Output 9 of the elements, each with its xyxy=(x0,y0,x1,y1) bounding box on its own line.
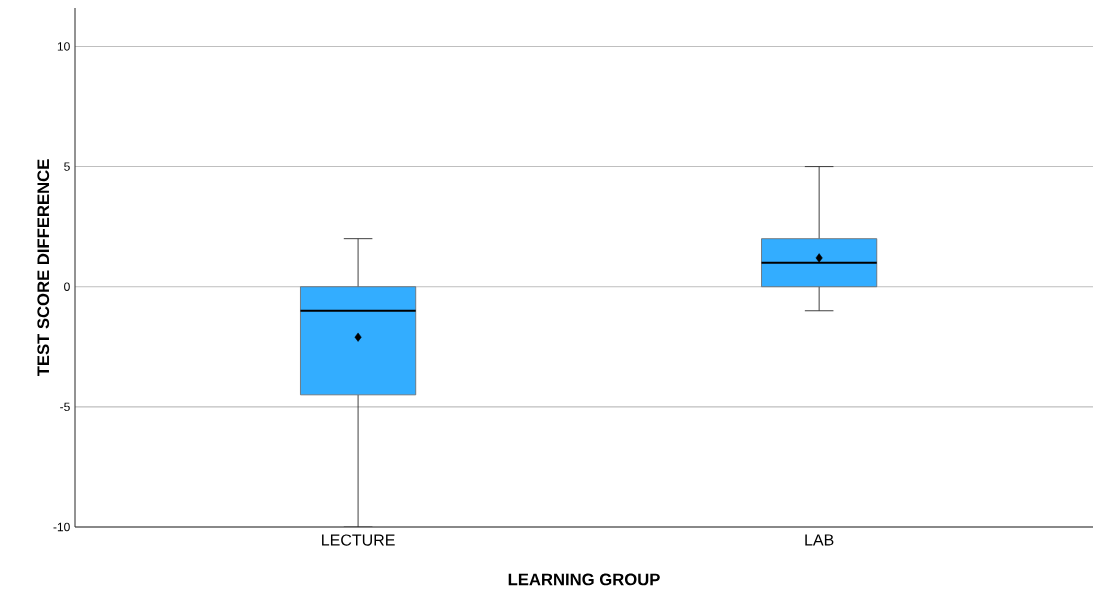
y-tick-label: 0 xyxy=(64,282,70,291)
y-tick-label: 5 xyxy=(64,162,70,171)
x-tick-label: LECTURE xyxy=(322,534,395,546)
x-axis-title: LEARNING GROUP xyxy=(508,573,660,586)
x-tick-label: LAB xyxy=(805,534,834,546)
y-axis-title: TEST SCORE DIFFERENCE xyxy=(37,159,50,377)
y-tick-label: -5 xyxy=(60,402,70,412)
y-tick-label: -10 xyxy=(53,522,70,532)
y-tick-label: 10 xyxy=(57,42,70,51)
